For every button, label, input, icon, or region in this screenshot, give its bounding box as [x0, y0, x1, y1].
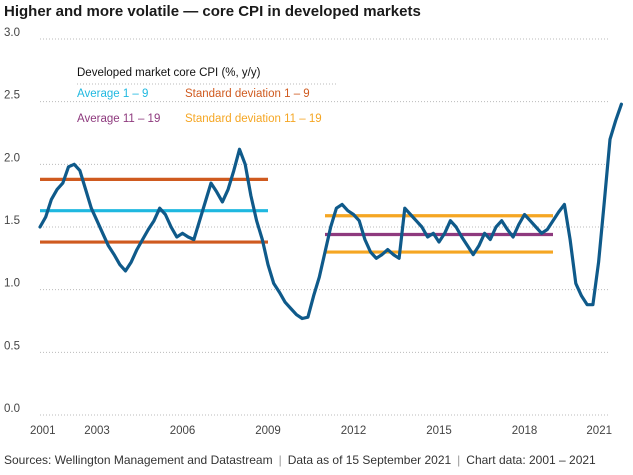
x-tick-label: 2001 — [30, 425, 56, 437]
reference-lines — [40, 177, 553, 254]
y-tick-label: 1.0 — [4, 278, 20, 290]
y-tick-label: 0.5 — [4, 340, 20, 352]
footer-data-date: Data as of 15 September 2021 — [287, 453, 452, 467]
x-tick-label: 2003 — [84, 425, 110, 437]
legend-title: Developed market core CPI (%, y/y) — [77, 67, 261, 79]
legend-item-average-11-19: Average 11 – 19 — [77, 113, 160, 125]
legend-item-sd-1-9: Standard deviation 1 – 9 — [185, 88, 310, 100]
legend: Developed market core CPI (%, y/y) Averag… — [77, 67, 338, 125]
x-tick-label: 2021 — [586, 425, 612, 437]
x-tick-label: 2009 — [255, 425, 281, 437]
chart-title: Higher and more volatile — core CPI in d… — [4, 3, 421, 20]
x-axis-ticks: 2001 2003 2006 2009 2012 2015 2018 2021 — [30, 425, 612, 437]
y-tick-label: 2.0 — [4, 152, 20, 164]
gridlines — [40, 38, 610, 416]
x-tick-label: 2015 — [426, 425, 452, 437]
series-lines — [38, 102, 623, 321]
y-tick-label: 2.5 — [4, 90, 20, 102]
x-tick-label: 2006 — [170, 425, 196, 437]
y-axis-ticks: 0.0 0.5 1.0 1.5 2.0 2.5 3.0 — [4, 27, 20, 415]
series-line — [38, 102, 623, 321]
x-tick-label: 2012 — [341, 425, 367, 437]
y-tick-label: 1.5 — [4, 215, 20, 227]
footer-chart-range: Chart data: 2001 – 2021 — [466, 453, 596, 467]
footer-source: Sources: Wellington Management and Datas… — [4, 453, 273, 467]
line-chart: 0.00.51.01.52.02.53.0 2001 2003 2006 2009 20… — [4, 27, 623, 437]
chart-footer: Sources: Wellington Management and Datas… — [4, 453, 596, 467]
y-tick-label: 3.0 — [4, 27, 20, 39]
legend-item-sd-11-19: Standard deviation 11 – 19 — [185, 113, 322, 125]
y-tick-label: 0.0 — [4, 403, 20, 415]
x-tick-label: 2018 — [512, 425, 538, 437]
legend-item-average-1-9: Average 1 – 9 — [77, 88, 148, 100]
